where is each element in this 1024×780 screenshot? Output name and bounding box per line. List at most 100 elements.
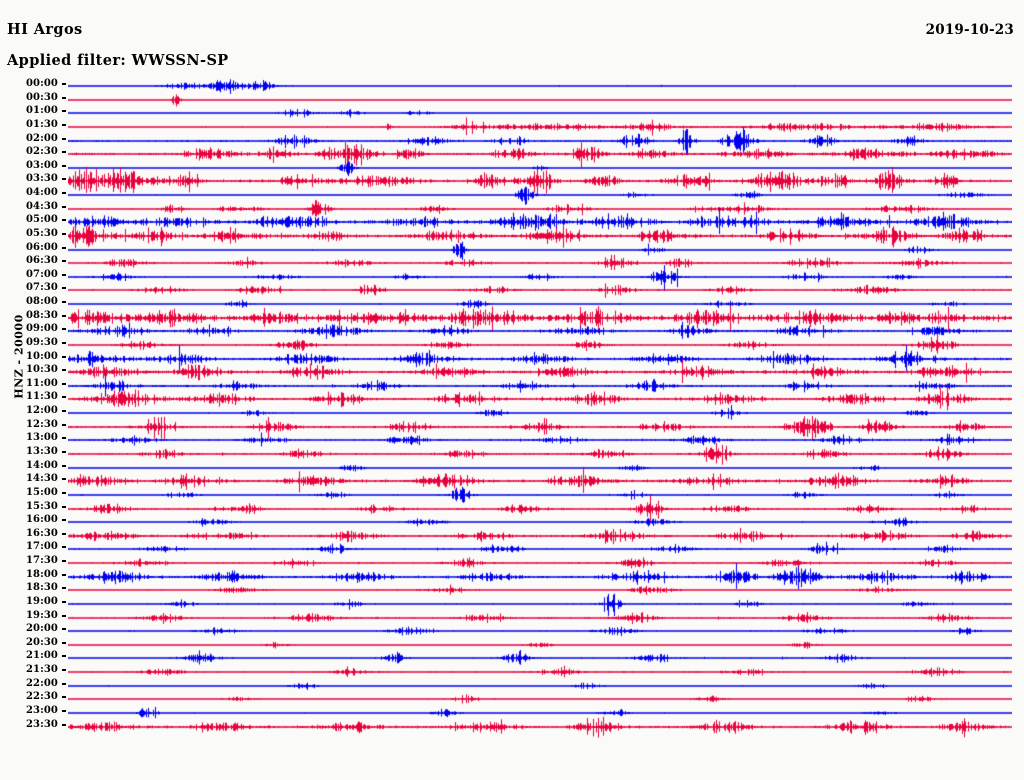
axis-tick [62,505,66,508]
axis-tick [62,219,66,222]
axis-tick [62,696,66,699]
axis-tick [62,341,66,344]
trace-time-label: 03:00 [25,159,58,171]
helicorder-plot: 00:00 00:30 01:00 01:30 02:00 02:30 03:00 03:30… [0,71,1024,778]
axis-tick [62,410,66,413]
axis-tick [62,669,66,672]
axis-tick [62,287,66,290]
trace-time-label: 01:00 [25,105,58,117]
trace-time-label: 07:00 [25,268,58,280]
trace-time-label: 08:00 [25,296,58,308]
axis-tick [62,682,66,685]
trace-time-label: 18:30 [25,582,58,594]
record-date: 2019-10-23 [925,22,1014,38]
trace-time-label: 02:30 [25,146,58,158]
trace-time-label: 12:00 [25,405,58,417]
axis-tick [62,546,66,549]
trace-time-label: 06:00 [25,241,58,253]
trace-time-label: 23:00 [25,704,58,716]
axis-tick [62,205,66,208]
trace-time-label: 16:30 [25,527,58,539]
trace-time-label: 17:00 [25,541,58,553]
axis-tick [62,396,66,399]
trace-time-label: 08:30 [25,309,58,321]
trace-time-label: 19:30 [25,609,58,621]
trace-time-label: 11:00 [25,377,58,389]
seismic-trace [68,711,1012,742]
axis-tick [62,655,66,658]
trace-time-label: 02:00 [25,132,58,144]
trace-time-label: 14:30 [25,473,58,485]
trace-time-label: 20:00 [25,623,58,635]
trace-time-label: 21:00 [25,650,58,662]
axis-tick [62,628,66,631]
axis-tick [62,464,66,467]
trace-time-label: 03:30 [25,173,58,185]
axis-tick [62,382,66,385]
axis-tick [62,246,66,249]
trace-time-label: 20:30 [25,636,58,648]
axis-tick [62,573,66,576]
trace-time-label: 09:00 [25,323,58,335]
axis-tick [62,83,66,85]
axis-tick [62,614,66,617]
trace-time-label: 12:30 [25,418,58,430]
axis-tick [62,600,66,603]
axis-tick [62,451,66,453]
trace-time-label: 21:30 [25,664,58,676]
applied-filter-label: Applied filter: WWSSN-SP [7,52,229,69]
axis-tick [62,560,66,563]
trace-time-label: 16:00 [25,514,58,526]
axis-tick [62,178,66,181]
trace-time-label: 19:00 [25,595,58,607]
trace-time-label: 09:30 [25,336,58,348]
axis-tick [62,314,66,317]
trace-time-label: 22:30 [25,691,58,703]
axis-tick [62,355,66,358]
axis-tick [62,164,66,167]
page-title: HI Argos [7,21,83,38]
trace-time-label: 14:00 [25,459,58,471]
trace-time-label: 13:30 [25,446,58,457]
trace-time-label: 13:00 [25,432,58,444]
axis-tick [62,478,66,481]
trace-time-label: 04:00 [25,187,58,199]
trace-time-label: 06:30 [25,255,58,267]
axis-tick [62,709,66,712]
axis-tick [62,273,66,276]
trace-time-label: 07:30 [25,282,58,294]
axis-tick [62,641,66,644]
trace-time-label: 10:30 [25,364,58,376]
trace-time-label: 22:00 [25,677,58,689]
axis-tick [62,328,66,331]
trace-time-label: 00:00 [25,78,58,89]
trace-time-label: 04:30 [25,200,58,212]
axis-tick [62,437,66,440]
trace-time-label: 10:00 [25,350,58,362]
trace-time-label: 01:30 [25,118,58,130]
axis-tick [62,260,66,263]
trace-time-label: 15:00 [25,486,58,498]
axis-tick [62,137,66,140]
axis-tick [62,110,66,113]
axis-tick [62,723,66,726]
axis-tick [62,587,66,590]
axis-tick [62,369,66,372]
trace-row: 23:30 [0,711,1024,742]
axis-tick [62,96,66,99]
axis-tick [62,123,66,126]
trace-time-label: 15:30 [25,500,58,512]
axis-tick [62,519,66,522]
trace-time-label: 00:30 [25,91,58,103]
trace-time-label: 05:00 [25,214,58,226]
axis-tick [62,532,66,535]
axis-tick [62,151,66,154]
trace-time-label: 18:00 [25,568,58,580]
trace-time-label: 23:30 [25,718,58,730]
axis-tick [62,491,66,494]
trace-time-label: 05:30 [25,227,58,239]
axis-tick [62,192,66,195]
trace-time-label: 11:30 [25,391,58,403]
trace-time-label: 17:30 [25,555,58,567]
